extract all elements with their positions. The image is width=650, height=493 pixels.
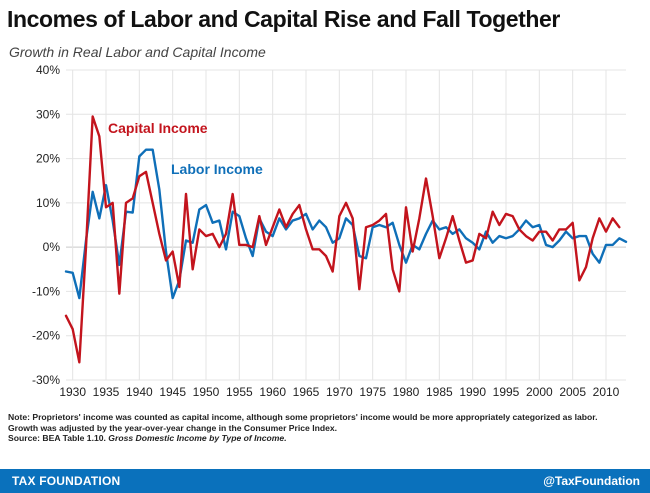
- x-tick-label: 2005: [559, 385, 586, 399]
- y-tick-label: 10%: [36, 196, 60, 210]
- x-tick-label: 1985: [426, 385, 453, 399]
- labor-income-annotation: Labor Income: [171, 161, 263, 177]
- series-line-labor-income: [64, 148, 628, 300]
- x-tick-label: 1935: [93, 385, 120, 399]
- y-tick-label: -20%: [32, 329, 60, 343]
- line-chart: -30% -20% -10% 0% 10% 20% 30% 40% 1930 1935 1940 19…: [32, 63, 628, 399]
- x-tick-label: 1945: [159, 385, 186, 399]
- twitter-handle[interactable]: @TaxFoundation: [543, 474, 640, 488]
- chart-notes: Note: Proprietors' income was counted as…: [8, 412, 644, 444]
- org-name[interactable]: TAX FOUNDATION: [12, 474, 121, 488]
- x-tick-label: 1970: [326, 385, 353, 399]
- source-prefix: Source: BEA Table 1.10.: [8, 433, 109, 444]
- y-tick-label: 0%: [43, 240, 61, 254]
- y-tick-label: -30%: [32, 373, 60, 387]
- y-tick-label: 30%: [36, 107, 60, 121]
- chart-subtitle: Growth in Real Labor and Capital Income: [9, 44, 266, 60]
- x-tick-label: 1995: [493, 385, 520, 399]
- x-tick-label: 1950: [193, 385, 220, 399]
- series-line-capital-income: [64, 115, 621, 364]
- capital-income-annotation: Capital Income: [108, 120, 208, 136]
- x-tick-label: 1940: [126, 385, 153, 399]
- note-line-1: Note: Proprietors' income was counted as…: [8, 412, 598, 422]
- y-tick-label: 20%: [36, 152, 60, 166]
- chart-title: Incomes of Labor and Capital Rise and Fa…: [7, 6, 560, 32]
- x-tick-label: 1960: [259, 385, 286, 399]
- source-title: Gross Domestic Income by Type of Income.: [108, 433, 287, 444]
- x-tick-label: 1965: [293, 385, 320, 399]
- footer-bar: TAX FOUNDATION @TaxFoundation: [0, 469, 650, 493]
- x-tick-label: 1975: [359, 385, 386, 399]
- x-tick-label: 2000: [526, 385, 553, 399]
- x-tick-label: 2010: [593, 385, 620, 399]
- x-tick-label: 1930: [59, 385, 86, 399]
- x-tick-label: 1980: [393, 385, 420, 399]
- x-tick-label: 1990: [459, 385, 486, 399]
- y-tick-label: 40%: [36, 63, 60, 77]
- source-line: Source: BEA Table 1.10. Gross Domestic I…: [8, 433, 644, 444]
- x-tick-label: 1955: [226, 385, 253, 399]
- y-tick-label: -10%: [32, 284, 60, 298]
- note-line-2: Growth was adjusted by the year-over-yea…: [8, 422, 338, 433]
